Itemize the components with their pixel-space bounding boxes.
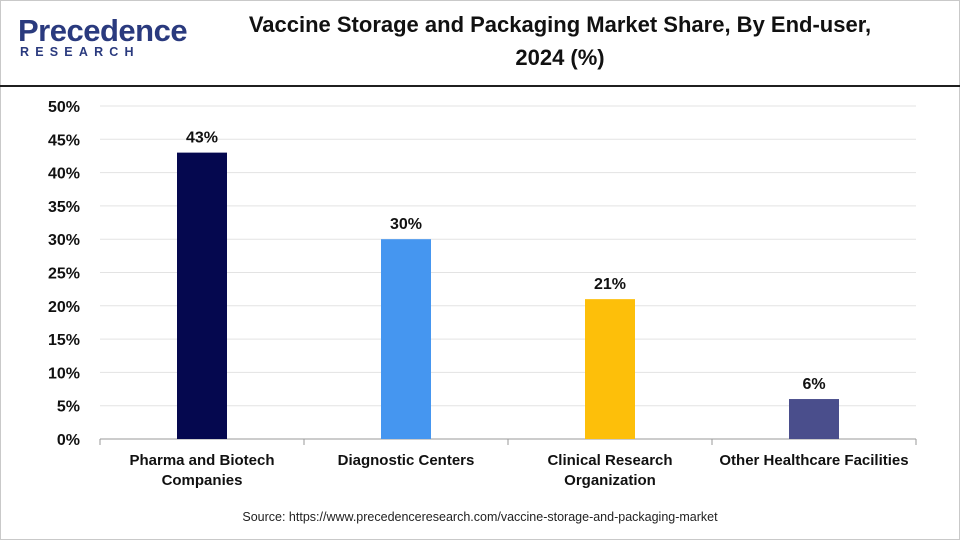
bar-chart: 0% 5% 10% 15% 20% 25% 30% 35% 40% 45% 50% 43% Pharma… xyxy=(48,99,917,489)
y-tick-label: 20% xyxy=(48,299,80,316)
bar xyxy=(789,399,839,439)
data-label: 6% xyxy=(802,376,825,393)
y-tick-label: 0% xyxy=(57,432,80,449)
chart-title: Vaccine Storage and Packaging Market Sha… xyxy=(180,8,940,74)
header: Precedence RESEARCH Vaccine Storage and … xyxy=(0,0,960,86)
source-note: Source: https://www.precedenceresearch.c… xyxy=(242,510,718,524)
x-tick-label: Diagnostic Centers xyxy=(338,452,475,469)
bar xyxy=(381,239,431,439)
header-divider xyxy=(0,85,960,87)
y-tick-label: 30% xyxy=(48,232,80,249)
y-tick-label: 5% xyxy=(57,399,80,416)
y-tick-label: 15% xyxy=(48,332,80,349)
data-label: 30% xyxy=(390,216,422,233)
chart-title-line-1: Vaccine Storage and Packaging Market Sha… xyxy=(248,12,872,37)
y-tick-label: 40% xyxy=(48,166,80,183)
bar xyxy=(585,299,635,439)
y-tick-label: 50% xyxy=(48,99,80,116)
logo-wordmark: Precedence xyxy=(18,13,188,48)
data-label: 43% xyxy=(186,130,218,147)
x-tick-label: Organization xyxy=(564,472,656,489)
x-tick-label: Companies xyxy=(162,472,243,489)
y-tick-label: 45% xyxy=(48,132,80,149)
logo-subtitle: RESEARCH xyxy=(20,45,140,59)
x-tick-label: Clinical Research xyxy=(547,452,672,469)
data-label: 21% xyxy=(594,276,626,293)
y-tick-label: 25% xyxy=(48,266,80,283)
x-tick-label: Other Healthcare Facilities xyxy=(719,452,908,469)
y-tick-label: 35% xyxy=(48,199,80,216)
y-tick-label: 10% xyxy=(48,365,80,382)
x-tick-label: Pharma and Biotech xyxy=(129,452,274,469)
bar xyxy=(177,152,227,439)
chart-title-line-2: 2024 (%) xyxy=(515,45,605,70)
precedence-research-logo: Precedence RESEARCH xyxy=(18,14,188,66)
